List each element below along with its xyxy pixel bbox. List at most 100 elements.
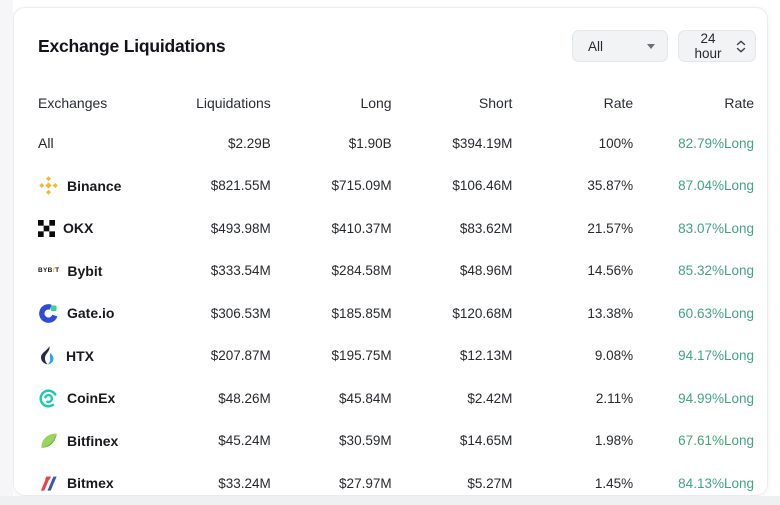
column-header-short[interactable]: Short [478,95,513,111]
card-header: Exchange Liquidations All 24 hour [14,8,767,66]
table-row[interactable]: Gate.io $306.53M $185.85M $120.68M 13.38… [14,292,767,335]
okx-icon [38,219,55,237]
bitfinex-icon [41,433,57,448]
short-value: $106.46M [452,178,513,194]
table-row[interactable]: Bitfinex $45.24M $30.59M $14.65M 1.98% 6… [14,420,767,463]
long-rate-value: 84.13%Long [678,475,754,491]
exchange-name: Binance [67,177,122,194]
long-value: $185.85M [331,305,392,321]
exchange-name: CoinEx [67,390,116,407]
page-background-strip-bottom [0,496,780,505]
liquidations-value: $48.26M [218,390,271,406]
column-header-liquidations[interactable]: Liquidations [196,95,271,111]
exchange-cell: BYB!T Bybit [38,263,150,279]
exchange-liquidations-card: Exchange Liquidations All 24 hour Exchan… [13,7,768,496]
bitmex-icon [40,476,57,491]
table-row[interactable]: Binance $821.55M $715.09M $106.46M 35.87… [14,165,767,208]
rate-value: 13.38% [587,305,634,321]
binance-icon [39,176,58,196]
long-value: $284.58M [331,263,392,279]
long-value: $1.90B [348,135,392,151]
exchange-icon-slot [38,219,55,237]
table-row[interactable]: BYB!T Bybit $333.54M $284.58M $48.96M 14… [14,250,767,293]
exchange-icon-slot [38,175,59,196]
exchange-cell: Gate.io [38,303,150,324]
short-value: $83.62M [459,220,513,236]
column-header-exchanges[interactable]: Exchanges [38,95,108,111]
page-background-strip-left [0,0,13,505]
short-value: $394.19M [452,135,513,151]
exchange-filter-value: All [588,38,604,54]
exchange-icon-slot [38,303,59,324]
table-row[interactable]: All $2.29B $1.90B $394.19M 100% 82.79%Lo… [14,122,767,165]
long-rate-value: 85.32%Long [678,263,754,279]
table-row[interactable]: CoinEx $48.26M $45.84M $2.42M 2.11% 94.9… [14,377,767,420]
exchange-cell: OKX [38,219,150,237]
short-value: $120.68M [452,305,513,321]
time-range-dropdown[interactable]: 24 hour [678,30,756,62]
liquidations-value: $33.24M [218,475,271,491]
gateio-icon [39,303,58,323]
exchange-cell: HTX [38,345,150,366]
exchange-icon-slot [38,473,59,494]
exchange-name: Gate.io [67,305,115,322]
rate-value: 1.45% [594,475,634,491]
exchange-icon-slot [38,430,59,451]
table-body: All $2.29B $1.90B $394.19M 100% 82.79%Lo… [14,122,767,495]
exchange-name: OKX [63,220,94,237]
exchange-icon-slot [38,345,58,366]
rate-value: 35.87% [587,178,634,194]
column-header-rate[interactable]: Rate [603,95,634,111]
rate-value: 1.98% [594,433,634,449]
time-range-value: 24 hour [694,31,722,61]
long-value: $715.09M [331,178,392,194]
exchange-cell: All [38,135,150,151]
liquidations-value: $45.24M [218,433,271,449]
exchange-name: Bitmex [67,475,114,492]
exchange-cell: Bitmex [38,473,150,494]
column-header-long[interactable]: Long [360,95,392,111]
table-row[interactable]: HTX $207.87M $195.75M $12.13M 9.08% 94.1… [14,335,767,378]
table-row[interactable]: OKX $493.98M $410.37M $83.62M 21.57% 83.… [14,207,767,250]
exchange-cell: Bitfinex [38,430,150,451]
long-value: $195.75M [331,348,392,364]
long-rate-value: 83.07%Long [678,220,754,236]
bybit-icon: BYB!T [38,267,60,275]
table-row[interactable]: Bitmex $33.24M $27.97M $5.27M 1.45% 84.1… [14,462,767,495]
exchange-icon-slot [38,388,59,409]
table-header-row: Exchanges Liquidations Long Short Rate R… [14,84,767,122]
long-rate-value: 82.79%Long [678,135,754,151]
exchange-name: All [38,135,54,152]
liquidations-value: $2.29B [228,135,271,151]
liquidations-value: $333.54M [210,263,271,279]
rate-value: 100% [598,135,634,151]
column-header-long-rate[interactable]: Rate [724,95,754,111]
liquidations-value: $207.87M [210,348,271,364]
page-title: Exchange Liquidations [38,35,226,56]
rate-value: 21.57% [587,220,634,236]
rate-value: 14.56% [587,263,634,279]
htx-icon [40,346,54,365]
chevron-up-down-icon [736,40,746,52]
coinex-icon [39,389,58,408]
exchange-icon-slot: BYB!T [38,267,59,274]
exchange-name: Bybit [67,262,103,279]
exchange-filter-dropdown[interactable]: All [572,30,668,62]
short-value: $5.27M [467,475,513,491]
long-rate-value: 60.63%Long [678,305,754,321]
exchange-cell: Binance [38,175,150,196]
exchange-name: HTX [66,347,94,364]
long-value: $45.84M [339,390,392,406]
exchange-name: Bitfinex [67,432,119,449]
liquidations-value: $306.53M [210,305,271,321]
liquidations-value: $821.55M [210,178,271,194]
rate-value: 9.08% [594,348,634,364]
long-rate-value: 94.99%Long [678,390,754,406]
short-value: $14.65M [459,433,513,449]
short-value: $48.96M [459,263,513,279]
short-value: $2.42M [467,390,513,406]
long-rate-value: 87.04%Long [678,178,754,194]
long-rate-value: 94.17%Long [678,348,754,364]
short-value: $12.13M [459,348,513,364]
